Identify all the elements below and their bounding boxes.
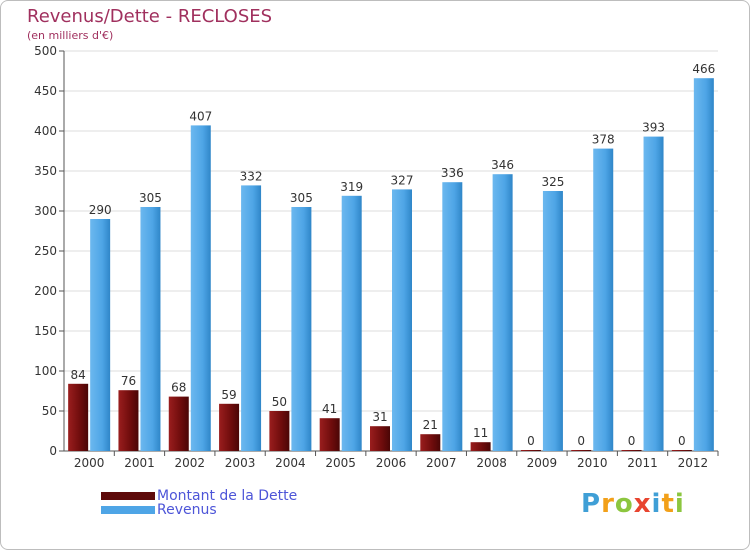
bar-revenus (693, 78, 714, 451)
bar-dette (520, 450, 541, 451)
y-tick-label: 200 (34, 284, 57, 298)
x-tick-label: 2010 (577, 456, 608, 470)
data-label-revenus: 327 (391, 173, 414, 187)
legend-item-debt: Montant de la Dette (101, 488, 297, 504)
bar-dette (671, 450, 692, 451)
bar-revenus (90, 219, 111, 451)
x-tick-label: 2009 (527, 456, 558, 470)
data-label-dette: 50 (272, 395, 287, 409)
bar-revenus (140, 207, 161, 451)
bar-dette (621, 450, 642, 451)
bar-dette (571, 450, 592, 451)
x-tick-label: 2002 (174, 456, 205, 470)
data-label-dette: 21 (423, 418, 438, 432)
data-label-revenus: 332 (240, 169, 263, 183)
data-label-revenus: 393 (642, 121, 665, 135)
legend-swatch-debt (101, 492, 155, 500)
bar-revenus (190, 125, 211, 452)
x-tick-label: 2003 (225, 456, 256, 470)
bar-revenus (643, 136, 664, 451)
x-tick-label: 2012 (678, 456, 709, 470)
data-label-revenus: 466 (692, 62, 715, 76)
bar-dette (319, 418, 340, 451)
data-label-revenus: 319 (340, 180, 363, 194)
y-tick-label: 250 (34, 244, 57, 258)
bar-revenus (542, 191, 563, 451)
data-label-dette: 68 (171, 381, 186, 395)
x-tick-label: 2001 (124, 456, 155, 470)
x-tick-label: 2008 (476, 456, 507, 470)
data-label-dette: 31 (372, 410, 387, 424)
bar-dette (470, 442, 491, 451)
bar-dette (168, 396, 189, 451)
bar-dette (269, 411, 290, 451)
chart-subtitle: (en milliers d'€) (27, 29, 114, 42)
bar-revenus (291, 207, 312, 451)
x-tick-label: 2006 (376, 456, 407, 470)
bar-dette (118, 390, 139, 451)
bar-revenus (392, 189, 412, 451)
data-label-revenus: 407 (189, 109, 212, 123)
data-label-revenus: 336 (441, 166, 464, 180)
bar-revenus (341, 195, 362, 451)
x-tick-label: 2007 (426, 456, 457, 470)
bar-dette (420, 434, 441, 451)
data-label-dette: 76 (121, 374, 136, 388)
y-tick-label: 100 (34, 364, 57, 378)
bar-dette (370, 426, 390, 451)
bar-revenus (442, 182, 463, 451)
y-tick-label: 350 (34, 164, 57, 178)
x-tick-label: 2005 (325, 456, 356, 470)
data-label-dette: 41 (322, 402, 337, 416)
legend-item-revenus: Revenus (101, 502, 217, 518)
y-tick-label: 150 (34, 324, 57, 338)
x-tick-label: 2004 (275, 456, 306, 470)
y-tick-label: 500 (34, 44, 57, 58)
chart-title: Revenus/Dette - RECLOSES (27, 6, 273, 27)
legend-swatch-revenus (101, 506, 155, 514)
data-label-dette: 0 (678, 434, 686, 448)
data-label-revenus: 290 (89, 203, 112, 217)
x-tick-label: 2000 (74, 456, 105, 470)
legend-label-revenus: Revenus (157, 502, 217, 518)
y-tick-label: 300 (34, 204, 57, 218)
data-label-dette: 0 (628, 434, 636, 448)
data-label-revenus: 305 (139, 191, 162, 205)
data-label-revenus: 305 (290, 191, 313, 205)
y-tick-label: 400 (34, 124, 57, 138)
data-label-dette: 59 (221, 388, 236, 402)
x-tick-label: 2011 (627, 456, 658, 470)
legend-label-debt: Montant de la Dette (157, 488, 298, 504)
y-tick-label: 0 (49, 444, 57, 458)
data-label-dette: 84 (71, 368, 86, 382)
data-label-dette: 11 (473, 426, 488, 440)
bar-revenus (492, 174, 513, 451)
bar-revenus (593, 148, 614, 451)
y-tick-label: 50 (42, 404, 57, 418)
proxiti-logo: Proxiti (581, 489, 685, 519)
y-tick-label: 450 (34, 84, 57, 98)
data-label-dette: 0 (577, 434, 585, 448)
data-label-revenus: 346 (491, 158, 514, 172)
data-label-dette: 0 (527, 434, 535, 448)
data-label-revenus: 325 (541, 175, 564, 189)
bar-dette (219, 403, 240, 451)
data-label-revenus: 378 (592, 133, 615, 147)
bar-dette (68, 383, 89, 451)
bar-revenus (241, 185, 262, 451)
